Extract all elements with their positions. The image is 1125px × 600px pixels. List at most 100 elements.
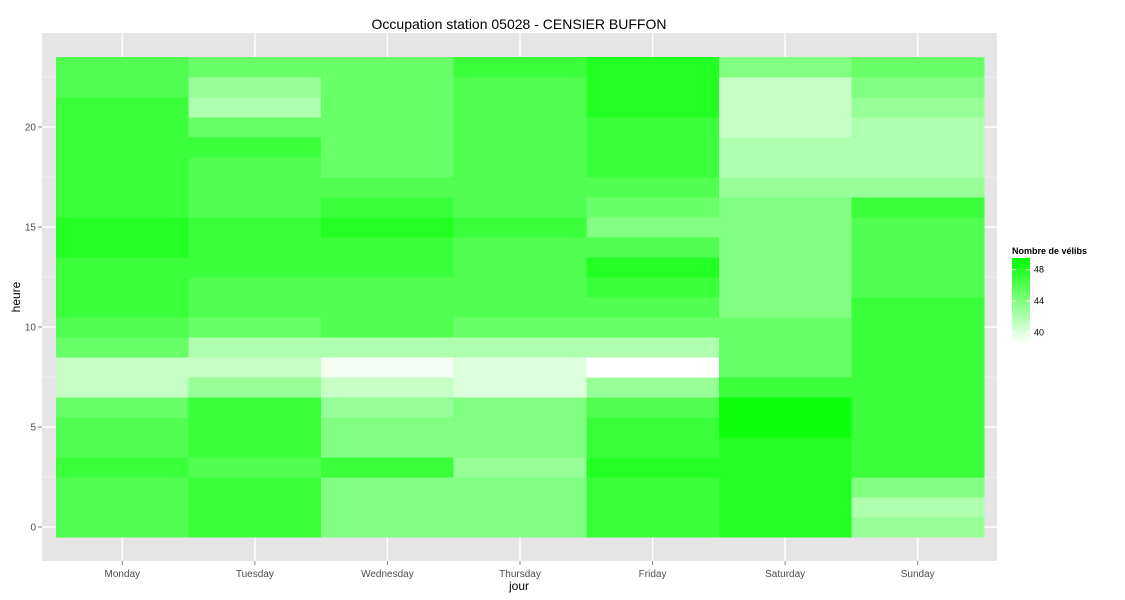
y-tick-label: 20 [25,123,37,134]
heatmap-cell [718,157,853,178]
heatmap-cell [718,477,853,498]
heatmap-cell [321,197,455,218]
heatmap-cell [453,217,587,238]
x-tick-label: Tuesday [236,569,274,580]
heatmap-cell [321,117,455,138]
y-tick-label: 5 [30,423,36,434]
heatmap-cell [321,417,455,438]
heatmap-cell [586,477,720,498]
heatmap-cell [188,177,322,198]
heatmap-cell [851,97,985,118]
heatmap-cell [851,257,985,278]
heatmap-cell [321,77,455,98]
y-axis-ticks: 0 5 10 15 20 [25,123,42,534]
y-tick-label: 15 [25,223,37,234]
heatmap-cell [321,457,455,478]
heatmap-cell [56,177,190,198]
heatmap-cell [56,57,190,78]
heatmap-cell [453,497,587,518]
x-axis-title: jour [508,579,529,593]
heatmap-cell [321,237,455,258]
heatmap-cell [188,357,322,378]
heatmap-cell [718,497,853,518]
heatmap-cell [851,197,985,218]
heatmap-cell [718,297,853,318]
heatmap-cell [321,257,455,278]
heatmap-cell [586,117,720,138]
heatmap-cell [586,337,720,358]
heatmap-cell [586,277,720,298]
heatmap-cell [718,77,853,98]
heatmap-cell [453,317,587,338]
heatmap-cell [56,197,190,218]
heatmap-cell [586,197,720,218]
heatmap-cell [453,397,587,418]
heatmap-cells [56,57,985,538]
heatmap-cell [851,217,985,238]
heatmap-cell [56,137,190,158]
heatmap-cell [718,237,853,258]
heatmap-cell [851,397,985,418]
color-legend: Nombre de vélibs 40 44 48 [1012,246,1087,344]
heatmap-cell [188,477,322,498]
heatmap-cell [453,137,587,158]
heatmap-cell [851,337,985,358]
heatmap-cell [56,497,190,518]
heatmap-cell [851,417,985,438]
legend-ticks: 40 44 48 [1012,265,1044,337]
heatmap-cell [586,257,720,278]
heatmap-cell [586,357,720,378]
heatmap-cell [56,317,190,338]
heatmap-cell [851,437,985,458]
heatmap-cell [56,437,190,458]
heatmap-cell [718,177,853,198]
heatmap-cell [321,397,455,418]
heatmap-cell [321,477,455,498]
heatmap-cell [56,97,190,118]
x-tick-label: Wednesday [361,569,414,580]
legend-tick-label: 44 [1034,296,1044,306]
heatmap-cell [188,237,322,258]
heatmap-cell [718,137,853,158]
heatmap-cell [56,277,190,298]
heatmap-cell [188,157,322,178]
heatmap-cell [453,197,587,218]
heatmap-cell [56,417,190,438]
heatmap-cell [851,517,985,538]
heatmap-cell [188,317,322,338]
heatmap-cell [453,517,587,538]
heatmap-cell [188,117,322,138]
heatmap-cell [56,157,190,178]
legend-tick-label: 48 [1034,265,1044,275]
heatmap-cell [718,517,853,538]
heatmap-cell [718,97,853,118]
heatmap-cell [188,137,322,158]
heatmap-cell [56,297,190,318]
heatmap-cell [188,397,322,418]
heatmap-cell [453,57,587,78]
heatmap-cell [188,57,322,78]
heatmap-cell [56,217,190,238]
heatmap-cell [453,337,587,358]
heatmap-cell [56,517,190,538]
heatmap-cell [188,257,322,278]
heatmap-cell [851,377,985,398]
heatmap-cell [321,57,455,78]
heatmap-cell [718,377,853,398]
heatmap-cell [188,377,322,398]
x-tick-label: Sunday [901,569,935,580]
heatmap-cell [56,397,190,418]
heatmap-cell [851,477,985,498]
legend-colorbar [1012,258,1030,344]
heatmap-cell [188,437,322,458]
heatmap-cell [586,97,720,118]
heatmap-cell [718,197,853,218]
heatmap-cell [586,397,720,418]
heatmap-cell [453,457,587,478]
heatmap-cell [56,77,190,98]
heatmap-cell [321,497,455,518]
heatmap-cell [321,97,455,118]
heatmap-cell [321,277,455,298]
heatmap-cell [586,377,720,398]
heatmap-cell [321,437,455,458]
